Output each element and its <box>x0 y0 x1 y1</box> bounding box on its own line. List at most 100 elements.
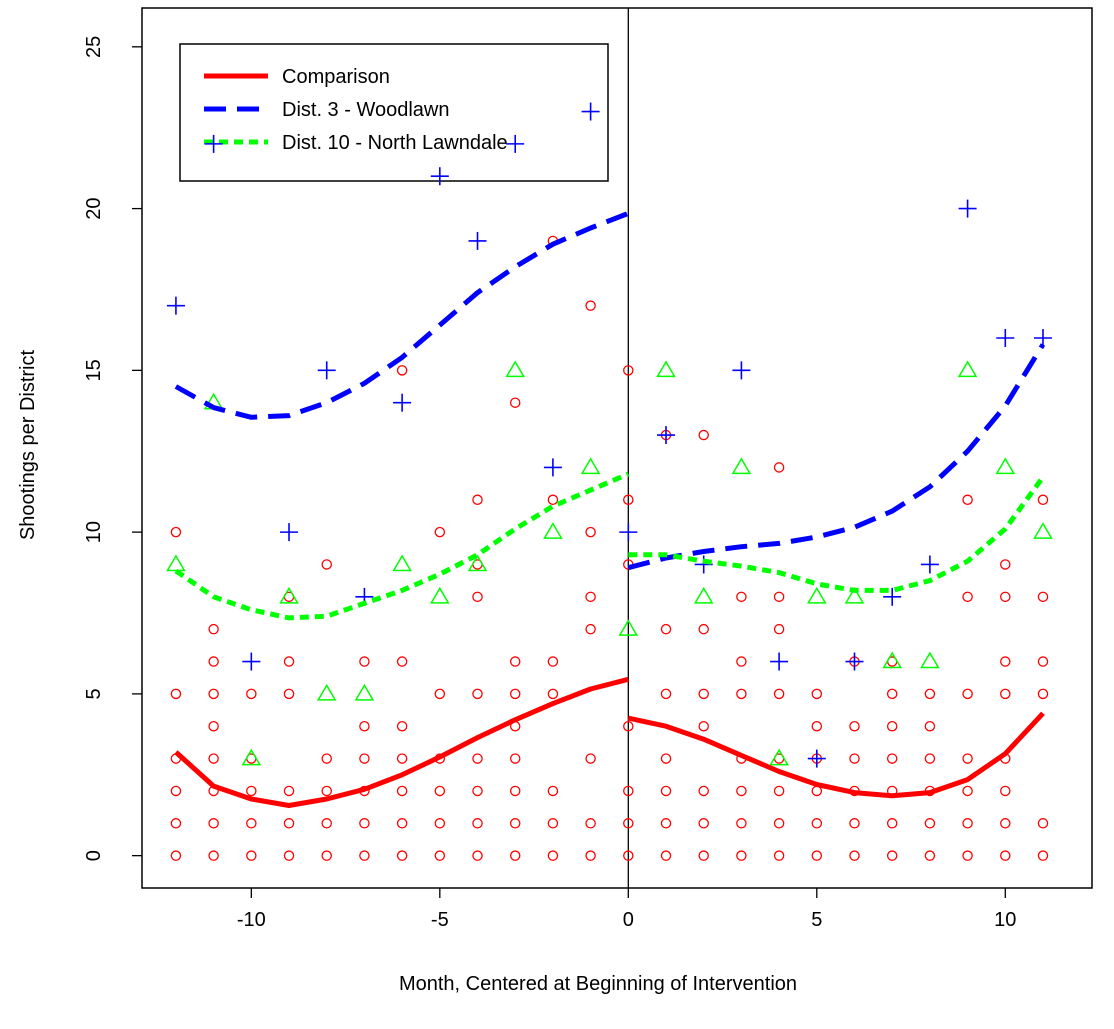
data-point-circle <box>246 850 257 861</box>
data-point-triangle <box>543 522 563 539</box>
data-point-circle <box>1000 818 1011 829</box>
data-point-circle <box>321 818 332 829</box>
data-point-plus <box>657 426 676 445</box>
data-point-circle <box>208 753 219 764</box>
data-point-circle <box>547 656 559 667</box>
y-tick-label: 15 <box>83 359 105 381</box>
data-point-triangle <box>618 619 639 636</box>
data-point-plus <box>619 523 638 542</box>
data-point-plus <box>204 134 223 153</box>
data-point-triangle <box>1033 522 1053 539</box>
legend-label: Comparison <box>282 66 390 88</box>
data-point-circle <box>1037 818 1049 829</box>
y-tick-label: 5 <box>83 688 105 699</box>
data-point-circle <box>811 688 823 700</box>
data-point-plus <box>996 329 1015 347</box>
data-point-circle <box>1037 688 1049 700</box>
data-point-triangle <box>882 651 903 669</box>
data-point-circle <box>547 850 559 861</box>
data-point-circle <box>924 720 936 732</box>
data-point-circle <box>321 850 332 861</box>
x-tick-label: 10 <box>994 909 1016 931</box>
data-point-circle <box>1037 591 1049 603</box>
data-point-circle <box>698 818 709 829</box>
data-point-circle <box>396 365 408 376</box>
trend-line-post-triangle <box>628 475 1046 593</box>
data-point-circle <box>886 720 898 732</box>
data-point-circle <box>623 850 634 861</box>
data-point-circle <box>849 720 860 732</box>
data-point-circle <box>585 526 596 538</box>
data-point-circle <box>509 688 521 700</box>
data-point-circle <box>434 850 446 861</box>
data-point-circle <box>547 494 559 506</box>
data-point-circle <box>283 785 295 797</box>
data-point-circle <box>396 720 408 732</box>
data-point-circle <box>321 753 332 764</box>
data-point-circle <box>509 850 521 861</box>
data-point-circle <box>585 591 596 603</box>
data-point-circle <box>283 656 295 667</box>
data-point-plus <box>845 652 864 671</box>
data-point-circle <box>396 818 408 829</box>
data-point-circle <box>773 818 785 829</box>
trend-line-post-plus <box>627 343 1046 571</box>
data-point-circle <box>773 462 785 473</box>
data-point-plus <box>280 523 299 542</box>
data-point-triangle <box>580 457 601 475</box>
data-point-triangle <box>467 554 488 572</box>
data-point-circle <box>962 494 973 506</box>
x-tick-label: 0 <box>623 909 634 931</box>
data-point-triangle <box>920 651 940 669</box>
legend: Comparison Dist. 3 - Woodlawn Dist. 10 - N… <box>179 43 609 182</box>
data-point-circle <box>170 785 182 797</box>
data-point-circle <box>472 818 483 829</box>
data-point-circle <box>660 850 672 861</box>
data-point-circle <box>660 688 672 700</box>
data-point-plus <box>166 296 185 315</box>
series-points-circle <box>170 235 1049 861</box>
data-point-circle <box>1000 656 1011 667</box>
data-point-circle <box>773 591 785 603</box>
x-axis-label: Month, Centered at Beginning of Interven… <box>399 973 797 995</box>
legend-box <box>179 43 609 182</box>
series-points-triangle <box>166 360 1053 766</box>
data-point-circle <box>886 753 898 764</box>
data-point-circle <box>283 688 295 700</box>
data-point-triangle <box>430 586 450 604</box>
data-point-circle <box>585 850 596 861</box>
trend-line-pre-triangle <box>174 471 630 621</box>
data-point-circle <box>208 656 219 667</box>
data-point-plus <box>543 458 562 477</box>
data-point-triangle <box>316 683 337 701</box>
data-point-plus <box>468 231 487 250</box>
data-point-circle <box>886 818 898 829</box>
data-point-circle <box>472 850 483 861</box>
data-point-circle <box>698 850 709 861</box>
data-point-circle <box>321 785 332 797</box>
data-point-circle <box>208 688 219 700</box>
data-point-circle <box>170 688 182 700</box>
data-point-circle <box>547 688 559 700</box>
data-point-circle <box>773 688 785 700</box>
data-point-triangle <box>392 554 412 572</box>
data-point-circle <box>509 656 521 667</box>
data-point-circle <box>396 656 408 667</box>
data-point-circle <box>246 688 257 700</box>
data-point-circle <box>585 753 596 764</box>
data-point-circle <box>472 785 483 797</box>
data-point-triangle <box>995 457 1016 475</box>
legend-label: Dist. 3 - Woodlawn <box>282 99 449 121</box>
data-point-circle <box>849 850 860 861</box>
data-point-circle <box>208 720 219 732</box>
data-point-circle <box>208 850 219 861</box>
data-point-plus <box>883 587 902 606</box>
data-point-plus <box>242 652 261 671</box>
data-point-circle <box>962 785 973 797</box>
data-point-circle <box>623 785 634 797</box>
data-point-circle <box>1000 688 1011 700</box>
data-point-plus <box>393 393 412 412</box>
data-point-circle <box>924 753 936 764</box>
data-point-circle <box>736 688 747 700</box>
data-point-circle <box>547 818 559 829</box>
